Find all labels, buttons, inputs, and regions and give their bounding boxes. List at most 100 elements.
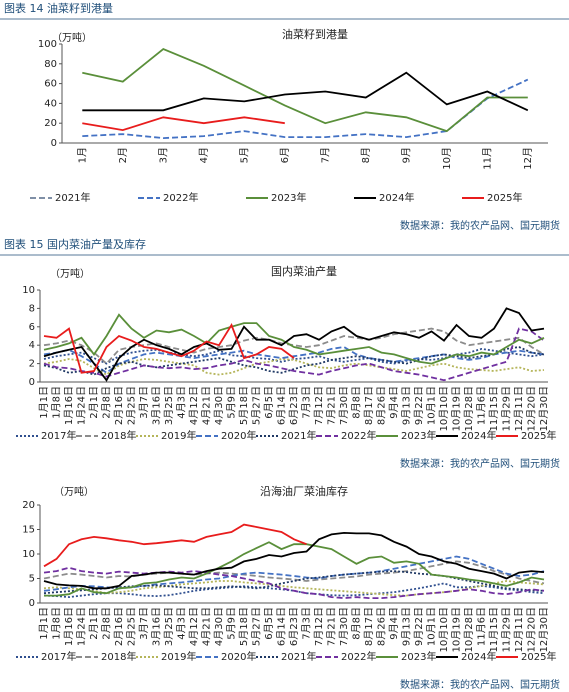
x-tick-label: 7月30日 — [338, 607, 350, 646]
series-line — [82, 71, 529, 112]
x-tick-label: 9月4日 — [388, 607, 400, 640]
x-tick-label: 2月8日 — [101, 607, 113, 640]
x-tick-label: 11月29日 — [501, 386, 513, 431]
x-tick-label: 12月20日 — [526, 607, 538, 652]
y-tick-label: 60 — [44, 79, 57, 90]
x-tick-label: 1月 — [76, 147, 88, 163]
x-tick-label: 8月17日 — [363, 607, 375, 646]
x-tick-label: 1月24日 — [76, 607, 88, 646]
x-tick-label: 4月3日 — [176, 607, 188, 640]
y-tick-label: 10 — [22, 549, 35, 560]
chart-title: 国内菜油产量 — [271, 264, 337, 278]
x-tick-label: 11月15日 — [488, 607, 500, 652]
series-line — [43, 560, 545, 585]
x-tick-label: 9月22日 — [413, 607, 425, 646]
series-line — [82, 116, 285, 132]
x-tick-label: 8月26日 — [376, 607, 388, 646]
figure-caption: 图表 15 国内菜油产量及库存 — [4, 237, 146, 251]
series-line — [43, 358, 545, 376]
legend-label: 2018年 — [101, 650, 136, 663]
x-tick-label: 3月25日 — [163, 607, 175, 646]
x-tick-label: 1月16日 — [63, 386, 75, 425]
x-tick-label: 5月18日 — [238, 386, 250, 425]
x-tick-label: 1月24日 — [76, 386, 88, 425]
x-tick-label: 2月1日 — [88, 386, 100, 419]
y-tick-label: 15 — [22, 525, 35, 536]
x-tick-label: 10月10日 — [438, 386, 450, 431]
x-tick-label: 5月18日 — [238, 607, 250, 646]
x-tick-label: 10月 — [441, 147, 453, 170]
x-tick-label: 3月7日 — [138, 607, 150, 640]
x-tick-label: 7月 — [319, 147, 331, 163]
x-tick-label: 12月11日 — [513, 607, 525, 652]
y-tick-label: 20 — [44, 118, 57, 129]
series-line — [43, 327, 545, 382]
legend-label: 2022年 — [341, 650, 376, 663]
x-tick-label: 12月 — [522, 147, 534, 170]
x-tick-label: 3月 — [157, 147, 169, 163]
source-note: 数据来源：我的农产品网、国元期货 — [400, 219, 560, 232]
source-note: 数据来源：我的农产品网、国元期货 — [400, 457, 560, 470]
x-tick-label: 8月8日 — [351, 386, 363, 419]
series-line — [43, 523, 307, 568]
x-tick-label: 6月5日 — [263, 607, 275, 640]
series-line — [43, 313, 545, 365]
series-line — [43, 566, 545, 600]
legend-label: 2021年 — [281, 650, 316, 663]
y-tick-label: 4 — [29, 340, 35, 351]
x-tick-label: 7月30日 — [338, 386, 350, 425]
x-tick-label: 6月23日 — [288, 607, 300, 646]
x-tick-label: 3月25日 — [163, 386, 175, 425]
x-tick-label: 5月27日 — [251, 386, 263, 425]
x-tick-label: 9月13日 — [401, 607, 413, 646]
y-tick-label: 80 — [44, 59, 57, 70]
legend-label: 2019年 — [161, 650, 196, 663]
x-tick-label: 10月19日 — [451, 607, 463, 652]
x-tick-label: 6月 — [279, 147, 291, 163]
legend-label: 2018年 — [101, 429, 136, 442]
y-tick-label: 2 — [29, 359, 35, 370]
x-tick-label: 1月8日 — [51, 386, 63, 419]
legend-label: 2025年 — [521, 429, 556, 442]
series-line — [43, 346, 545, 376]
x-tick-label: 4月 — [198, 147, 210, 163]
y-tick-label: 40 — [44, 98, 57, 109]
x-tick-label: 11月29日 — [501, 607, 513, 652]
legend-label: 2024年 — [379, 191, 414, 204]
x-tick-label: 9月 — [400, 147, 412, 163]
x-tick-label: 4月30日 — [213, 386, 225, 425]
y-tick-label: 6 — [29, 322, 35, 333]
legend-label: 2025年 — [487, 191, 522, 204]
x-tick-label: 4月30日 — [213, 607, 225, 646]
x-tick-label: 9月22日 — [413, 386, 425, 425]
x-tick-label: 5月9日 — [226, 607, 238, 640]
x-tick-label: 2月 — [117, 147, 129, 163]
x-tick-label: 2月25日 — [126, 607, 138, 646]
x-tick-label: 7月3日 — [301, 386, 313, 419]
x-tick-label: 10月28日 — [463, 386, 475, 431]
x-tick-label: 7月12日 — [313, 386, 325, 425]
legend-label: 2022年 — [163, 191, 198, 204]
y-tick-label: 8 — [29, 303, 35, 314]
series-line — [82, 78, 529, 140]
series-line — [43, 531, 545, 590]
x-tick-label: 10月28日 — [463, 607, 475, 652]
x-tick-label: 2月16日 — [113, 607, 125, 646]
x-tick-label: 7月3日 — [301, 607, 313, 640]
x-tick-label: 5月 — [238, 147, 250, 163]
y-axis-label: （万吨） — [54, 485, 94, 498]
chart-title: 油菜籽到港量 — [282, 27, 348, 41]
x-tick-label: 4月21日 — [201, 386, 213, 425]
legend-label: 2021年 — [281, 429, 316, 442]
figure-caption: 图表 14 油菜籽到港量 — [4, 1, 113, 15]
x-tick-label: 5月9日 — [226, 386, 238, 419]
legend-label: 2020年 — [221, 429, 256, 442]
x-tick-label: 3月16日 — [151, 386, 163, 425]
series-line — [43, 347, 545, 365]
x-tick-label: 1月1日 — [38, 607, 50, 640]
x-tick-label: 6月23日 — [288, 386, 300, 425]
y-tick-label: 100 — [38, 39, 57, 50]
x-tick-label: 4月21日 — [201, 607, 213, 646]
x-tick-label: 5月27日 — [251, 607, 263, 646]
